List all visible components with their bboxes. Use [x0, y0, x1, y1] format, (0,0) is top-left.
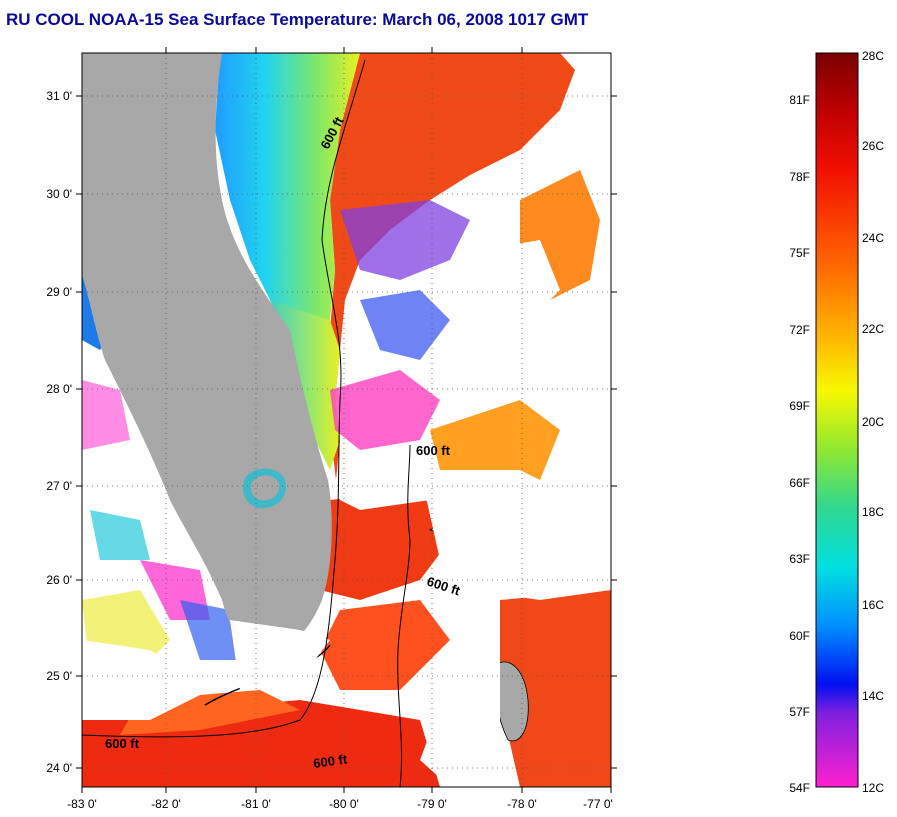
- latitude-axis: 31 0' 30 0' 29 0' 28 0' 27 0' 26 0' 25 0…: [46, 89, 617, 775]
- florida-land: [82, 53, 332, 660]
- longitude-axis: -83 0' -82 0' -81 0' -80 0' -79 0' -78 0…: [67, 47, 613, 811]
- cloud-mask: [420, 470, 611, 600]
- map-border: [81, 52, 612, 788]
- isobath-600ft-line: [397, 444, 411, 787]
- gulf-mixed-water: [180, 600, 240, 660]
- sst-imagery: [82, 53, 611, 787]
- lon-tick-label: -81 0': [241, 797, 271, 811]
- colorbar-fahrenheit-label: 78F: [789, 170, 810, 184]
- colorbar: 28C 26C 24C 22C 20C 18C 16C 14C 12C 81F …: [789, 49, 884, 795]
- lat-tick-label: 25 0': [46, 669, 72, 683]
- colorbar-fahrenheit-label: 63F: [789, 552, 810, 566]
- lat-tick-label: 26 0': [46, 573, 72, 587]
- cloud-mask: [420, 660, 500, 787]
- colorbar-celsius-label: 22C: [862, 322, 884, 336]
- lon-tick-label: -82 0': [151, 797, 181, 811]
- lon-tick-label: -78 0': [507, 797, 537, 811]
- mixed-water-patch: [360, 290, 450, 360]
- isobath-600ft-line: [82, 59, 366, 738]
- southeast-warm-water: [500, 590, 611, 787]
- isobath-label: 600 ft: [105, 736, 140, 751]
- lon-tick-label: -77 0': [583, 797, 613, 811]
- colorbar-celsius-label: 24C: [862, 231, 884, 245]
- lat-tick-label: 30 0': [46, 187, 72, 201]
- colorbar-celsius-label: 12C: [862, 781, 884, 795]
- colorbar-celsius-label: 16C: [862, 598, 884, 612]
- lat-tick-label: 24 0': [46, 761, 72, 775]
- lat-tick-label: 27 0': [46, 479, 72, 493]
- offshore-warm-water-north: [320, 53, 575, 480]
- map-title: RU COOL NOAA-15 Sea Surface Temperature:…: [6, 10, 589, 29]
- colorbar-celsius-label: 20C: [862, 415, 884, 429]
- gulf-mixed-water: [82, 380, 130, 450]
- colorbar-fahrenheit-label: 60F: [789, 629, 810, 643]
- lat-tick-label: 29 0': [46, 285, 72, 299]
- shelf-water-north: [215, 53, 360, 330]
- florida-straits-warm-water: [320, 600, 450, 690]
- cloud-mask: [82, 640, 210, 720]
- lon-tick-label: -80 0': [329, 797, 359, 811]
- colorbar-celsius-label: 18C: [862, 505, 884, 519]
- isobath-label: 600 ft: [416, 443, 451, 458]
- gulf-mixed-water: [90, 510, 150, 560]
- cloud-mask: [230, 620, 330, 690]
- lon-tick-label: -79 0': [417, 797, 447, 811]
- colorbar-fahrenheit-label: 54F: [789, 781, 810, 795]
- colorbar-celsius-label: 28C: [862, 49, 884, 63]
- colorbar-fahrenheit-label: 75F: [789, 246, 810, 260]
- graticule: [82, 53, 611, 787]
- florida-straits-warm-water: [320, 490, 450, 600]
- lat-tick-label: 28 0': [46, 382, 72, 396]
- colorbar-fahrenheit-label: 66F: [789, 476, 810, 490]
- colorbar-fahrenheit-label: 72F: [789, 323, 810, 337]
- lake-okeechobee-core: [250, 475, 280, 501]
- lat-tick-label: 31 0': [46, 89, 72, 103]
- colorbar-fahrenheit-label: 81F: [789, 93, 810, 107]
- colorbar-fahrenheit-label: 69F: [789, 399, 810, 413]
- mixed-water-patch: [330, 370, 440, 450]
- colorbar-celsius-label: 26C: [862, 139, 884, 153]
- cloud-mask: [480, 240, 560, 330]
- colorbar-fahrenheit-label: 57F: [789, 705, 810, 719]
- lon-tick-label: -83 0': [67, 797, 97, 811]
- colorbar-gradient: [815, 52, 859, 788]
- colorbar-celsius-label: 14C: [862, 689, 884, 703]
- mixed-water-patch: [340, 200, 470, 280]
- isobath-label: 600 ft: [312, 751, 348, 771]
